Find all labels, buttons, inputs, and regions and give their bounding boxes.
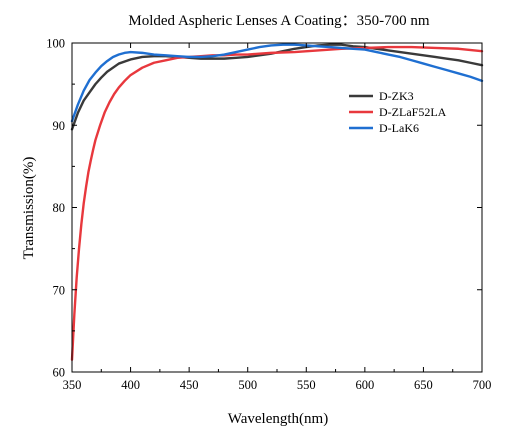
series-layer [70,43,484,361]
x-tick-label: 600 [355,378,374,392]
y-tick-label: 60 [53,366,66,380]
legend-label: D-ZLaF52LA [379,105,447,119]
y-axis-label: Transmission(%) [21,157,37,260]
series-line-d-zk3 [70,43,484,131]
y-tick-label: 80 [53,201,66,215]
chart-title: Molded Aspheric Lenses A Coating：350-700… [128,13,430,29]
x-tick-label: 350 [63,378,82,392]
x-tick-label: 700 [473,378,492,392]
x-tick-label: 650 [414,378,433,392]
plot-frame [71,42,483,373]
y-tick-label: 90 [53,119,66,133]
y-tick-label: 100 [46,37,65,51]
series-line-d-zlaf52la [70,45,484,361]
x-tick-label: 400 [121,378,140,392]
legend-label: D-LaK6 [379,121,419,135]
series-line-d-lak6 [70,43,484,123]
axes-layer: 350 400 450 500 550 600 650 700 60 70 80 90 100 [46,37,491,393]
legend: D-ZK3 D-ZLaF52LA D-LaK6 [349,89,447,135]
legend-label: D-ZK3 [379,89,414,103]
x-axis-label: Wavelength(nm) [228,411,328,427]
y-tick-label: 70 [53,283,66,297]
x-tick-label: 450 [180,378,199,392]
x-tick-label: 500 [238,378,257,392]
x-tick-label: 550 [297,378,316,392]
